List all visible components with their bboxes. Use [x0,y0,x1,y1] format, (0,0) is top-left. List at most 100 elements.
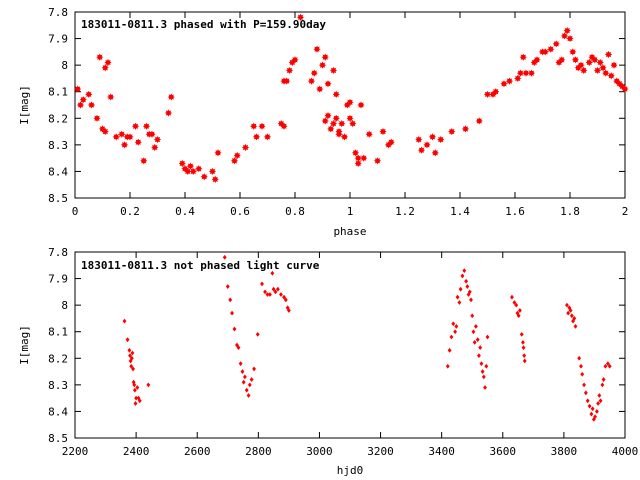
data-point [596,58,604,67]
data-point [505,77,514,85]
phased-light-curve-panel: 0 0.2 0.4 0.6 0.8 1 1.2 1.4 1.6 1.8 2 7.8 7.9 8 8.1 8.2… [18,6,629,238]
data-point [280,122,288,130]
y-tick-label: 8.2 [48,352,68,365]
x-tick-label: 4000 [612,445,639,458]
data-point [238,361,243,366]
data-point [475,337,480,343]
data-point [132,387,137,393]
plot-frame [74,251,626,439]
data-point [572,316,577,321]
data-point [447,347,452,353]
data-point [240,369,245,374]
data-point [244,387,249,393]
data-point [340,133,349,141]
data-point [568,308,573,313]
data-point [270,270,275,276]
data-point [423,141,431,149]
data-point [465,284,470,289]
data-point [565,302,569,308]
y-axis-label: I[mag] [18,85,31,125]
data-point [599,64,607,72]
data-points [122,254,612,422]
x-tick-label: 3400 [428,445,455,458]
data-point [235,342,239,348]
data-point [607,72,615,80]
data-point [373,157,382,165]
data-point [153,135,162,144]
data-point [587,403,592,409]
data-point [282,294,286,300]
data-point [285,305,290,311]
chart-title: 183011-0811.3 phased with P=159.90day [81,18,326,31]
data-point [313,45,321,53]
data-point [85,90,93,98]
data-point [445,363,450,369]
data-point [593,414,597,420]
data-point [589,411,594,417]
data-point [321,53,329,61]
x-tick-label: 2 [622,205,629,218]
data-points [74,13,629,183]
data-point [560,32,569,40]
data-point [318,61,327,69]
data-point [448,127,456,136]
data-point [332,114,340,122]
y-tick-label: 8.1 [48,326,68,339]
data-point [527,69,536,77]
data-point [453,329,458,335]
data-point [327,125,335,133]
chart-title: 183011-0811.3 not phased light curve [81,259,320,272]
data-point [428,133,437,141]
data-point [122,318,127,324]
data-point [354,159,362,168]
data-point [558,56,566,64]
data-point [349,120,357,128]
data-point [268,292,272,297]
data-point [255,331,260,337]
data-point [462,268,467,273]
data-point [236,345,241,351]
x-tick-label: 2600 [184,445,211,458]
data-point [512,300,517,305]
data-point [96,53,104,61]
data-point [470,313,475,319]
data-point [148,130,156,138]
data-point [291,56,299,64]
y-tick-label: 8 [61,299,68,312]
data-point [471,329,476,335]
data-point [458,286,463,292]
data-point [593,66,602,75]
x-tick-label: 0.4 [175,205,195,218]
data-point [597,393,602,398]
data-point [104,58,112,67]
data-point [208,167,217,176]
data-point [483,385,487,390]
data-point [477,353,481,359]
y-tick-label: 8.3 [48,139,68,152]
data-point [283,297,288,303]
x-tick-label: 0.2 [120,205,140,218]
data-point [279,292,283,297]
data-point [473,324,478,329]
data-point [516,69,525,77]
data-point [101,127,109,136]
data-point [321,117,329,125]
x-tick-label: 1.8 [560,205,580,218]
data-point [230,310,234,316]
y-tick-label: 7.8 [48,6,68,19]
y-tick-label: 8 [61,59,68,72]
data-point [475,117,483,125]
data-point [479,361,484,366]
data-point [225,284,230,289]
data-point [514,302,519,308]
data-point [605,361,610,366]
data-point [263,289,267,295]
data-point [603,363,608,369]
data-point [387,138,395,146]
data-point [101,64,109,72]
x-tick-label: 1 [347,205,354,218]
data-point [577,61,585,69]
data-point [464,278,469,284]
data-point [522,358,527,364]
data-point [329,120,338,128]
